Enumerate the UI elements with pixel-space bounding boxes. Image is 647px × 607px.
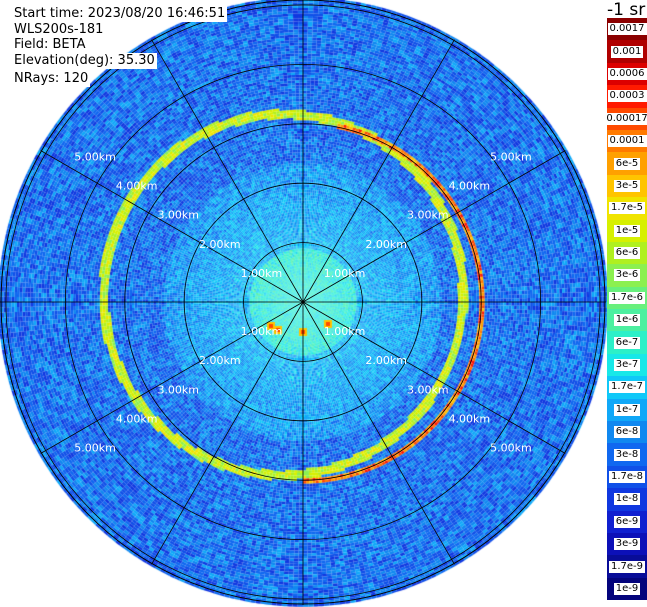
range-ring-label: 3.00km [157, 209, 199, 222]
colorbar-cell: 1e-6 [607, 309, 647, 332]
colorbar-tick-label: 1.7e-7 [608, 381, 646, 394]
colorbar-cell: 0.0017 [607, 18, 647, 41]
range-ring [183, 182, 423, 422]
ppi-grid-overlay: 1.00km 1.00km 1.00km 1.00km 2.00km 2.00km 2.00… [0, 0, 606, 605]
range-ring-label: 5.00km [74, 150, 116, 163]
azimuth-spoke [40, 301, 304, 454]
colorbar-tick-label: 6e-6 [613, 247, 641, 260]
range-ring-label: 4.00km [449, 412, 491, 425]
start-time-label: Start time: 2023/08/20 16:46:51 [12, 6, 228, 22]
colorbar-tick-label: 6e-8 [613, 426, 641, 439]
azimuth-spoke [302, 301, 566, 454]
range-ring-label: 2.00km [365, 354, 407, 367]
colorbar-cell: 6e-9 [607, 510, 647, 533]
colorbar-tick-label: 1e-5 [613, 224, 641, 237]
colorbar-cell: 6e-7 [607, 331, 647, 354]
range-ring-label: 4.00km [116, 412, 158, 425]
range-ring-label: 1.00km [241, 267, 283, 280]
colorbar-tick-label: 6e-7 [613, 336, 641, 349]
colorbar-tick-label: 3e-7 [613, 359, 641, 372]
range-ring-label: 2.00km [199, 354, 241, 367]
nrays-label: NRays: 120 [12, 71, 91, 87]
colorbar-cell: 0.0006 [607, 62, 647, 86]
colorbar-cell: 3e-8 [607, 443, 647, 466]
range-ring-label: 2.00km [199, 238, 241, 251]
colorbar: 0.0017 0.001 0.0006 0.0003 0.00017 0.0001 6e-5… [604, 18, 647, 601]
colorbar-tick-label: 6e-9 [613, 515, 641, 528]
range-ring-label: 5.00km [74, 442, 116, 455]
colorbar-cell: 1e-9 [607, 577, 647, 601]
colorbar-tick-label: 3e-5 [613, 179, 641, 192]
range-ring-label: 4.00km [116, 180, 158, 193]
colorbar-tick-label: 1.7e-9 [608, 560, 646, 573]
range-ring [124, 123, 482, 481]
azimuth-spoke [302, 150, 566, 303]
colorbar-tick-label: 3e-9 [613, 538, 641, 551]
colorbar-cell: 1.7e-5 [607, 197, 647, 220]
range-ring-label: 1.00km [324, 325, 366, 338]
colorbar-tick-label: 1.7e-8 [608, 471, 646, 483]
colorbar-tick-label: 3e-8 [613, 448, 641, 461]
azimuth-spoke [40, 150, 304, 303]
colorbar-cell: 1.7e-7 [607, 376, 647, 399]
colorbar-tick-label: 0.0017 [607, 23, 647, 36]
range-ring-label: 5.00km [490, 150, 532, 163]
outer-range-circle [0, 0, 606, 605]
colorbar-cell: 3e-7 [607, 353, 647, 377]
range-ring-label: 2.00km [365, 238, 407, 251]
instrument-label: WLS200s-181 [12, 22, 106, 38]
elevation-label: Elevation(deg): 35.30 [12, 53, 157, 69]
colorbar-cell: 1e-8 [607, 488, 647, 511]
colorbar-tick-label: 1e-9 [613, 582, 641, 595]
range-ring-label: 3.00km [157, 383, 199, 396]
colorbar-cell: 1.7e-9 [607, 555, 647, 578]
colorbar-cell: 1e-5 [607, 219, 647, 242]
colorbar-tick-label: 0.001 [610, 45, 644, 58]
colorbar-title: -1 sr [607, 0, 646, 20]
field-label: Field: BETA [12, 37, 88, 53]
range-ring [243, 242, 363, 362]
colorbar-tick-label: 1e-6 [613, 314, 641, 327]
colorbar-tick-label: 1.7e-6 [608, 291, 646, 304]
colorbar-cell: 0.0001 [607, 129, 647, 153]
colorbar-tick-label: 1.7e-5 [608, 202, 646, 215]
colorbar-tick-label: 0.0006 [607, 67, 647, 80]
azimuth-spoke [151, 301, 304, 565]
range-ring-label: 3.00km [407, 209, 449, 222]
colorbar-tick-label: 0.00017 [604, 112, 647, 125]
colorbar-cell: 6e-8 [607, 421, 647, 444]
colorbar-tick-label: 1e-8 [613, 493, 641, 506]
range-ring-label: 1.00km [241, 325, 283, 338]
colorbar-cell: 0.0003 [607, 85, 647, 108]
colorbar-tick-label: 0.0001 [607, 135, 647, 148]
range-ring [5, 4, 601, 600]
colorbar-cell: 3e-6 [607, 264, 647, 287]
colorbar-cell: 0.00017 [604, 107, 647, 130]
colorbar-cell: 0.001 [607, 40, 647, 63]
azimuth-spoke [151, 39, 304, 303]
range-ring-label: 4.00km [449, 180, 491, 193]
colorbar-cell: 1e-7 [607, 398, 647, 422]
range-ring-label: 1.00km [324, 267, 366, 280]
azimuth-spoke [302, 39, 455, 303]
range-ring [64, 63, 542, 541]
colorbar-cell: 1.7e-8 [607, 465, 647, 489]
colorbar-cell: 3e-9 [607, 532, 647, 556]
range-ring-label: 3.00km [407, 383, 449, 396]
colorbar-tick-label: 6e-5 [613, 157, 641, 170]
colorbar-cell: 6e-5 [607, 152, 647, 175]
colorbar-tick-label: 1e-7 [613, 403, 641, 416]
colorbar-tick-label: 0.0003 [607, 90, 647, 103]
colorbar-cell: 3e-5 [607, 174, 647, 198]
colorbar-cell: 6e-6 [607, 241, 647, 265]
colorbar-tick-label: 3e-6 [613, 269, 641, 282]
azimuth-spoke [302, 301, 455, 565]
colorbar-cell: 1.7e-6 [607, 286, 647, 310]
range-ring-label: 5.00km [490, 442, 532, 455]
